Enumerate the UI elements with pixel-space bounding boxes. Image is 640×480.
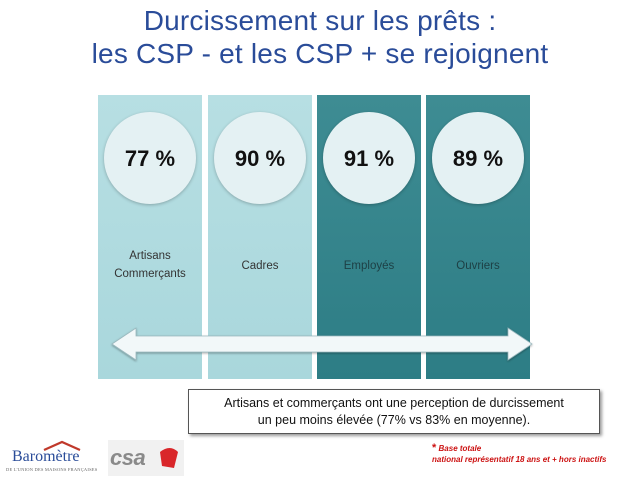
title-line-1: Durcissement sur les prêts : (143, 5, 497, 36)
csa-logo-word: csa (110, 445, 146, 470)
value-circle (432, 112, 524, 204)
label-cadres: Cadres (241, 260, 279, 272)
footnote-line-1: Base totale (438, 444, 482, 453)
value-ouvriers: 89 % (452, 146, 504, 171)
value-circle (104, 112, 196, 204)
label-artisans-line-1: Artisans (129, 250, 171, 262)
footnote-line-2: national représentatif 18 ans et + hors … (432, 455, 607, 464)
column-cadres: 90 % Cadres (208, 95, 312, 379)
barometre-logo-word: Baromètre (12, 448, 80, 465)
barometre-logo-subtitle: DE L'UNION DES MAISONS FRANÇAISES (6, 467, 98, 472)
label-artisans-line-2: Commerçants (114, 268, 186, 280)
note-box: Artisans et commerçants ont une percepti… (188, 389, 600, 434)
column-employes: 91 % Employés (317, 95, 421, 379)
footnote-star: * (432, 442, 437, 454)
note-line-1: Artisans et commerçants ont une percepti… (224, 396, 564, 410)
column-artisans: 77 % Artisans Commerçants (98, 95, 202, 379)
note-line-2: un peu moins élevée (77% vs 83% en moyen… (257, 413, 531, 427)
label-ouvriers: Ouvriers (456, 260, 500, 272)
double-headed-arrow-icon (111, 327, 533, 361)
label-employes: Employés (343, 260, 395, 272)
value-cadres: 90 % (234, 146, 286, 171)
title-line-2: les CSP - et les CSP + se rejoignent (91, 38, 549, 69)
label-artisans: Artisans Commerçants (98, 247, 202, 283)
value-circle (214, 112, 306, 204)
value-artisans: 77 % (124, 146, 176, 171)
value-employes: 91 % (343, 146, 395, 171)
house-roof-icon (43, 440, 81, 452)
csa-red-mark-icon (160, 448, 178, 468)
barometre-logo: Baromètre DE L'UNION DES MAISONS FRANÇAI… (4, 440, 104, 476)
value-circle (323, 112, 415, 204)
csa-logo: csa (108, 440, 184, 476)
slide-title: Durcissement sur les prêts : les CSP - e… (0, 4, 640, 70)
footnote: * Base totale national représentatif 18 … (432, 443, 607, 465)
